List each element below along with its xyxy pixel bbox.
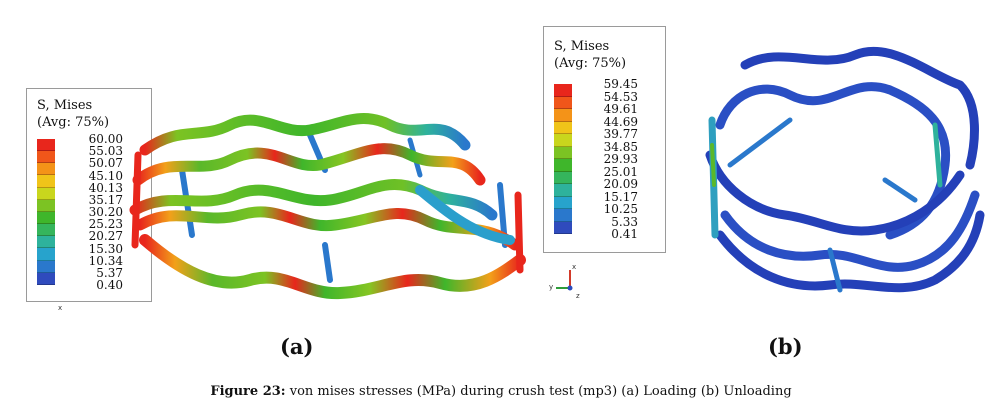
- stent-edge-stress: [710, 143, 716, 187]
- figure-caption: Figure 23: von mises stresses (MPa) duri…: [0, 384, 1002, 399]
- legend-tick-label: 20.09: [603, 177, 638, 191]
- legend-tick-label: 0.40: [96, 278, 123, 292]
- legend-tick-label: 54.53: [603, 89, 638, 104]
- legend-color-swatch: [37, 248, 55, 261]
- legend-tick-label: 25.23: [88, 217, 123, 232]
- legend-tick-label: 20.27: [88, 229, 123, 244]
- legend-color-swatch: [37, 163, 55, 176]
- legend-tick-label: 0.41: [611, 227, 638, 241]
- legend-color-swatch: [554, 221, 572, 234]
- legend-color-swatch: [37, 272, 55, 285]
- legend-tick-label: 5.37: [96, 265, 123, 280]
- axis-mark-a: x: [58, 304, 63, 312]
- caption-text: von mises stresses (MPa) during crush te…: [285, 384, 792, 399]
- legend-b-colorbar: [554, 84, 572, 234]
- legend-tick-label: 15.17: [603, 189, 638, 204]
- legend-b-title: S, Mises: [554, 39, 610, 54]
- legend-tick-label: 59.45: [603, 77, 638, 91]
- legend-tick-label: 30.20: [88, 205, 123, 219]
- legend-tick-label: 50.07: [88, 156, 123, 171]
- stent-ring: [705, 150, 965, 236]
- legend-tick-label: 39.77: [603, 127, 638, 141]
- legend-tick-label: 35.17: [88, 192, 123, 207]
- connector-strut: [322, 242, 333, 283]
- legend-a-ticks: 60.00 55.03 50.07 45.10 40.13 35.17 30.20 25.23…: [59, 133, 123, 293]
- coordinate-triad: [556, 270, 573, 291]
- caption-prefix: Figure 23:: [210, 384, 286, 399]
- stent-edge: [514, 191, 524, 274]
- legend-color-swatch: [37, 224, 55, 237]
- legend-color-swatch: [554, 159, 572, 172]
- stent-edge: [131, 151, 142, 249]
- triad-y-label: y: [549, 283, 554, 291]
- legend-tick-label: 40.13: [88, 180, 123, 195]
- stent-ring: [129, 179, 498, 221]
- stent-ring: [415, 185, 515, 245]
- legend-color-swatch: [37, 236, 55, 249]
- legend-b-subtitle: (Avg: 75%): [554, 56, 627, 71]
- stent-ring: [134, 206, 521, 251]
- legend-tick-label: 15.30: [88, 241, 123, 256]
- stent-ring: [139, 234, 526, 300]
- legend-color-swatch: [37, 151, 55, 164]
- legend-color-swatch: [37, 175, 55, 188]
- stent-ring: [132, 143, 486, 186]
- legend-color-swatch: [37, 199, 55, 212]
- legend-color-swatch: [554, 134, 572, 147]
- connector-strut: [727, 117, 793, 168]
- stent-ring: [715, 210, 985, 293]
- legend-tick-label: 10.34: [88, 253, 123, 268]
- connector-strut: [882, 177, 918, 203]
- panel-label-b: (b): [768, 334, 803, 359]
- stent-ring: [740, 46, 979, 170]
- legend-color-swatch: [554, 84, 572, 97]
- legend-tick-label: 45.10: [88, 168, 123, 183]
- connector-strut: [827, 247, 843, 293]
- legend-color-swatch: [554, 146, 572, 159]
- legend-color-swatch: [37, 139, 55, 152]
- stent-edge: [932, 122, 943, 188]
- stent-ring: [139, 113, 471, 156]
- stent-unloading-model: [705, 46, 985, 293]
- legend-b: S, Mises (Avg: 75%) 59.45 54.53 49.61 44.69…: [543, 26, 666, 253]
- triad-z-axis: [567, 285, 573, 291]
- legend-color-swatch: [554, 121, 572, 134]
- legend-color-swatch: [554, 109, 572, 122]
- legend-tick-label: 34.85: [603, 139, 638, 154]
- stent-loading-model: [129, 113, 526, 300]
- legend-color-swatch: [37, 187, 55, 200]
- legend-color-swatch: [554, 184, 572, 197]
- legend-tick-label: 5.33: [611, 214, 638, 229]
- legend-tick-label: 29.93: [603, 152, 638, 166]
- legend-b-ticks: 59.45 54.53 49.61 44.69 39.77 34.85 29.93 25.01…: [576, 77, 638, 242]
- legend-tick-label: 55.03: [88, 144, 123, 159]
- stent-ring: [720, 190, 980, 272]
- triad-z-label: z: [576, 292, 580, 300]
- legend-a-subtitle: (Avg: 75%): [37, 115, 110, 130]
- legend-a-title: S, Mises: [37, 98, 93, 113]
- legend-tick-label: 60.00: [88, 132, 123, 146]
- legend-tick-label: 49.61: [603, 102, 638, 116]
- panel-label-a: (a): [280, 334, 314, 359]
- legend-color-swatch: [554, 171, 572, 184]
- legend-tick-label: 25.01: [603, 164, 638, 179]
- legend-color-swatch: [554, 196, 572, 209]
- legend-color-swatch: [554, 96, 572, 109]
- legend-tick-label: 44.69: [603, 114, 638, 129]
- legend-a-colorbar: [37, 139, 55, 285]
- legend-a: S, Mises (Avg: 75%) 60.00 55.03 50.07 45.10…: [26, 88, 152, 302]
- triad-x-label: x: [572, 263, 577, 271]
- legend-color-swatch: [554, 209, 572, 222]
- legend-color-swatch: [37, 260, 55, 273]
- legend-color-swatch: [37, 211, 55, 225]
- legend-tick-label: 10.25: [603, 202, 638, 216]
- stent-ring: [715, 82, 951, 240]
